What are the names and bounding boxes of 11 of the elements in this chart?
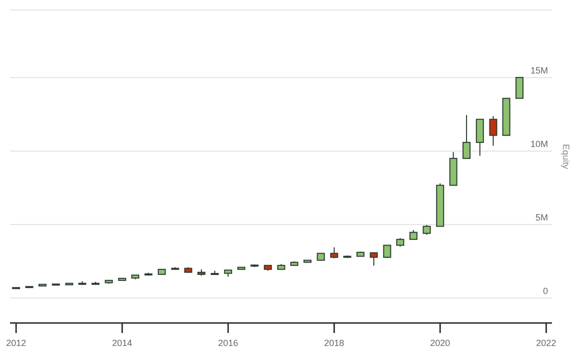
y-tick-label: 0 [542,286,548,296]
x-tick-label: 2020 [430,338,450,348]
x-tick-label: 2016 [218,338,238,348]
x-tick-label: 2014 [112,338,132,348]
x-tick-label: 2022 [536,338,556,348]
x-tick-label: 2012 [6,338,26,348]
x-tick-label: 2018 [324,338,344,348]
y-tick-label: 10M [530,139,548,150]
y-tick-label: 15M [530,66,548,76]
y-axis-title: Equity [561,144,571,170]
y-tick-label: 5M [535,212,548,223]
